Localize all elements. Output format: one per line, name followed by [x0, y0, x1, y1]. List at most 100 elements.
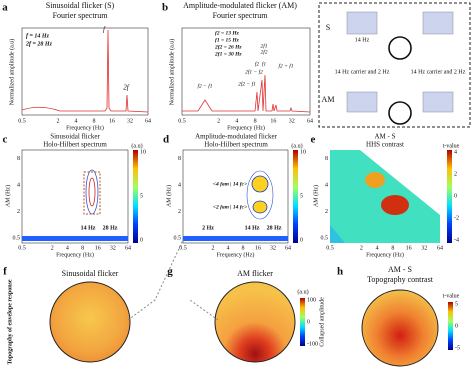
head-icon — [388, 101, 412, 125]
x-tick-label: 64 — [307, 118, 313, 124]
panel-label: e — [311, 134, 316, 146]
panel-label: g — [167, 266, 173, 278]
stimulus — [346, 11, 378, 35]
subtitle: Holo-Hilbert spectrum — [204, 141, 268, 149]
peak-label: f2 − f1 — [197, 82, 212, 89]
y-axis-label: Normalized amplitude (a.u) — [8, 39, 15, 105]
title: Sinusoidal flicker (S) — [46, 1, 115, 10]
heat-band — [22, 236, 128, 241]
x-axis-label: Frequency (Hz) — [56, 251, 94, 258]
topographies — [49, 239, 453, 367]
colorbar — [133, 150, 138, 243]
panel-c-plot — [21, 149, 138, 244]
x-tick-label: 8 — [93, 118, 96, 124]
head-topography — [214, 281, 296, 363]
y-tick-label: 8 — [178, 156, 181, 162]
panel-label: h — [337, 266, 343, 278]
legend-entry: 2f = 28 Hz — [25, 41, 53, 47]
y-tick-label: 8 — [325, 156, 328, 162]
x-tick-label: 2 — [57, 118, 60, 124]
y-tick-label: 2 — [178, 209, 181, 215]
panel-label: f — [3, 266, 7, 278]
legend-entry: 2f1 = 30 Hz — [214, 51, 242, 57]
peak-label: f2 + f1 — [278, 62, 293, 69]
annotation: 28 Hz — [103, 225, 118, 231]
x-tick-label: 4 — [66, 245, 69, 251]
x-tick-label: 64 — [125, 245, 131, 251]
x-tick-label: 16 — [95, 245, 101, 251]
colorbar-tick: 0 — [455, 323, 458, 329]
y-tick-label: 2 — [17, 209, 20, 215]
y-axis-label: Normalized amplitude (a.u) — [168, 39, 175, 105]
peak-label: 2f2 — [260, 48, 267, 55]
x-tick-label: 32 — [289, 118, 295, 124]
head-topography — [361, 289, 439, 367]
colorbar-tick: 4 — [454, 149, 457, 155]
axes — [181, 27, 311, 116]
x-tick-label: 0.5 — [326, 245, 334, 251]
colorbar-tick: 0 — [307, 319, 310, 325]
axes — [21, 27, 149, 116]
colorbar — [293, 150, 298, 243]
title: AM - S — [388, 265, 412, 274]
y-tick-label: 4 — [178, 183, 181, 189]
colorbar-tick: 5 — [455, 301, 458, 307]
peak-label: 2f1 − f2 — [245, 68, 263, 75]
legend-entry: f = 14 Hz — [26, 33, 50, 39]
x-tick-label: 16 — [109, 118, 115, 124]
spectrum-line — [21, 29, 149, 113]
colorbar-tick: 0 — [140, 237, 143, 243]
row-label: AM — [322, 95, 335, 104]
colorbar-tick: -4 — [454, 237, 459, 243]
subtitle: Fourier spectrum — [213, 11, 269, 20]
annotation: 28 Hz — [267, 225, 282, 231]
annotation: 14 Hz — [245, 225, 260, 231]
row-label: S — [326, 23, 330, 32]
panel-label: c — [3, 134, 8, 146]
heatmap-blob — [365, 172, 385, 188]
x-axis-label: Frequency (Hz) — [217, 251, 255, 258]
connector — [127, 239, 219, 321]
legend-entry: 2f2 = 26 Hz — [214, 44, 242, 50]
side-label: Topography of envelope response — [7, 279, 13, 365]
stimulus-label: 14 Hz — [355, 37, 370, 43]
panel-b-plot — [181, 27, 311, 116]
heat-band — [183, 236, 288, 241]
x-tick-label: 0.5 — [179, 245, 187, 251]
x-tick-label: 16 — [270, 118, 276, 124]
subtitle: Topography contrast — [367, 275, 434, 284]
x-tick-label: 8 — [391, 245, 394, 251]
head-icon — [388, 36, 412, 60]
colorbar-tick: 2 — [454, 171, 457, 177]
y-axis-label: AM (Hz) — [312, 185, 319, 207]
x-tick-label: 32 — [127, 118, 133, 124]
stimulus — [422, 91, 454, 113]
contour — [251, 175, 269, 193]
x-tick-label: 2 — [51, 245, 54, 251]
colorbar-label: Collapsed amplitude — [319, 297, 325, 347]
subtitle: HHS contrast — [366, 141, 404, 149]
panel-e-plot — [330, 150, 452, 243]
x-tick-label: 16 — [255, 245, 261, 251]
contour — [85, 169, 99, 215]
legend-entry: f1 = 15 Hz — [215, 37, 240, 43]
x-axis-label: Frequency (Hz) — [66, 124, 104, 131]
colorbar-tick: -2 — [454, 215, 459, 221]
heatmap-blob — [381, 195, 409, 215]
peak-label: f — [103, 26, 106, 34]
x-axis-label: Frequency (Hz) — [227, 124, 265, 131]
subtitle: Fourier spectrum — [53, 11, 109, 20]
x-tick-label: 32 — [270, 245, 276, 251]
annotation: 14 Hz — [81, 225, 96, 231]
colorbar-tick: 0 — [454, 193, 457, 199]
stimulus-diagram — [318, 2, 471, 128]
x-tick-label: 2 — [212, 245, 215, 251]
title: Sinusoidal flicker — [50, 133, 100, 141]
annotation: <2 fam | 14 fc> — [213, 204, 247, 210]
stimulus-label: 14 Hz carrier and 2 Hz — [411, 69, 466, 75]
x-tick-label: 2 — [217, 118, 220, 124]
diagram-box — [318, 2, 471, 128]
spectrum-line — [182, 74, 311, 113]
colorbar-tick: 10 — [140, 149, 146, 155]
